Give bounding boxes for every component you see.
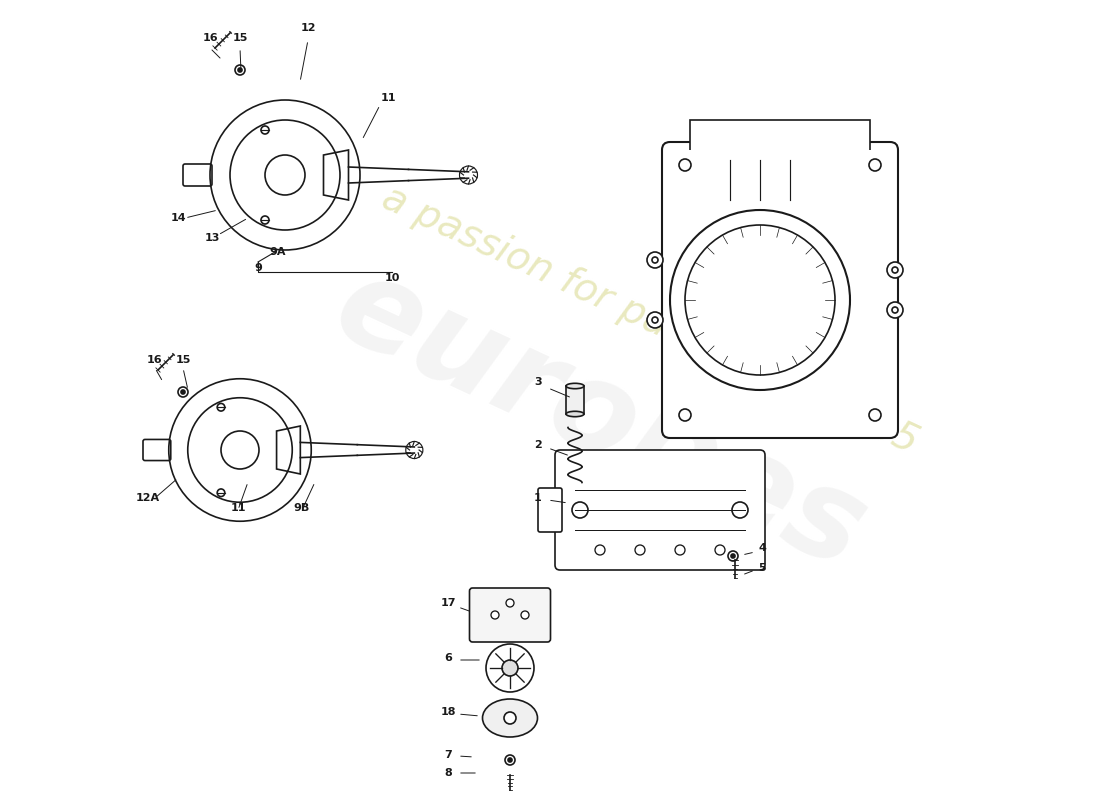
- Text: 9A: 9A: [270, 247, 286, 257]
- Text: 1: 1: [535, 493, 542, 503]
- Ellipse shape: [566, 383, 584, 389]
- Circle shape: [887, 262, 903, 278]
- Text: 18: 18: [440, 707, 455, 717]
- Circle shape: [595, 545, 605, 555]
- Text: 9B: 9B: [294, 503, 310, 513]
- Circle shape: [728, 551, 738, 561]
- Text: 16: 16: [147, 355, 163, 365]
- Circle shape: [647, 312, 663, 328]
- Circle shape: [869, 409, 881, 421]
- Circle shape: [679, 409, 691, 421]
- FancyBboxPatch shape: [470, 588, 550, 642]
- Text: 16: 16: [202, 33, 218, 43]
- Text: 2: 2: [535, 440, 542, 450]
- Circle shape: [505, 755, 515, 765]
- Ellipse shape: [566, 411, 584, 417]
- Text: 4: 4: [758, 543, 766, 553]
- Text: 15: 15: [175, 355, 190, 365]
- Circle shape: [506, 599, 514, 607]
- FancyBboxPatch shape: [538, 488, 562, 532]
- Text: a passion for parts since 1985: a passion for parts since 1985: [376, 178, 924, 462]
- Circle shape: [261, 126, 270, 134]
- FancyBboxPatch shape: [662, 142, 898, 438]
- Circle shape: [238, 68, 242, 72]
- Text: 12A: 12A: [136, 493, 161, 503]
- Circle shape: [178, 387, 188, 397]
- Text: 15: 15: [232, 33, 248, 43]
- Circle shape: [491, 611, 499, 619]
- Circle shape: [182, 390, 185, 394]
- Text: 3: 3: [535, 377, 542, 387]
- Circle shape: [675, 545, 685, 555]
- Circle shape: [647, 252, 663, 268]
- Circle shape: [715, 545, 725, 555]
- Circle shape: [508, 758, 512, 762]
- Text: 14: 14: [170, 213, 186, 223]
- Polygon shape: [690, 120, 870, 150]
- Circle shape: [572, 502, 588, 518]
- FancyBboxPatch shape: [556, 450, 764, 570]
- Circle shape: [869, 159, 881, 171]
- Text: 6: 6: [444, 653, 452, 663]
- Text: 7: 7: [444, 750, 452, 760]
- Bar: [566, 386, 584, 414]
- Circle shape: [732, 554, 735, 558]
- Text: 13: 13: [205, 233, 220, 243]
- Circle shape: [502, 660, 518, 676]
- Circle shape: [217, 403, 224, 411]
- Circle shape: [521, 611, 529, 619]
- Circle shape: [261, 216, 270, 224]
- Circle shape: [732, 502, 748, 518]
- Text: 17: 17: [440, 598, 455, 608]
- Text: 11: 11: [230, 503, 245, 513]
- Text: 11: 11: [381, 93, 396, 103]
- Circle shape: [486, 644, 534, 692]
- Text: 12: 12: [300, 23, 316, 33]
- Text: 10: 10: [384, 273, 399, 283]
- Circle shape: [887, 302, 903, 318]
- Circle shape: [235, 65, 245, 75]
- Circle shape: [635, 545, 645, 555]
- Circle shape: [679, 159, 691, 171]
- Circle shape: [504, 712, 516, 724]
- Text: 9: 9: [254, 263, 262, 273]
- Text: 5: 5: [758, 563, 766, 573]
- Text: 8: 8: [444, 768, 452, 778]
- Ellipse shape: [483, 699, 538, 737]
- Text: europes: europes: [316, 245, 883, 595]
- Circle shape: [217, 489, 224, 497]
